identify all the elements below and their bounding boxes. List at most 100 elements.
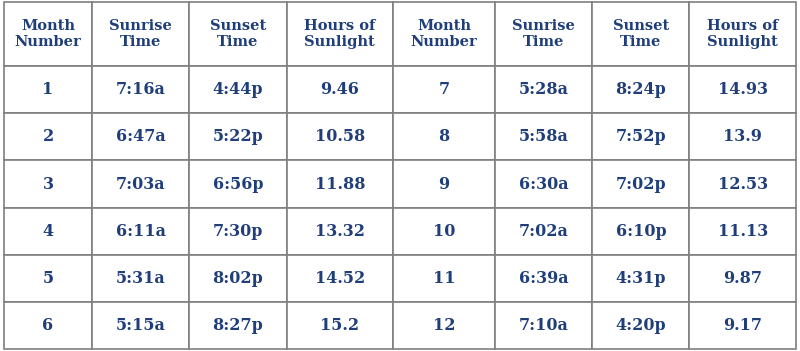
Text: 14.93: 14.93: [718, 81, 768, 98]
Bar: [592, 66, 690, 113]
Bar: [286, 302, 393, 349]
Bar: [592, 2, 690, 66]
Bar: [286, 208, 393, 255]
Bar: [4, 255, 92, 302]
Bar: [4, 66, 92, 113]
Text: 5:15a: 5:15a: [116, 317, 166, 334]
Text: 5:58a: 5:58a: [518, 128, 569, 145]
Text: 7:02p: 7:02p: [615, 176, 666, 193]
Bar: [92, 302, 190, 349]
Text: 12.53: 12.53: [718, 176, 768, 193]
Bar: [286, 255, 393, 302]
Bar: [495, 160, 592, 208]
Bar: [690, 66, 796, 113]
Bar: [92, 2, 190, 66]
Bar: [286, 113, 393, 160]
Bar: [190, 208, 286, 255]
Text: Sunrise
Time: Sunrise Time: [512, 19, 575, 49]
Bar: [690, 208, 796, 255]
Text: Hours of
Sunlight: Hours of Sunlight: [707, 19, 778, 49]
Text: 7:10a: 7:10a: [518, 317, 569, 334]
Text: 5:22p: 5:22p: [213, 128, 263, 145]
Bar: [393, 160, 495, 208]
Bar: [92, 208, 190, 255]
Text: 11.88: 11.88: [314, 176, 365, 193]
Text: Hours of
Sunlight: Hours of Sunlight: [304, 19, 375, 49]
Text: Sunset
Time: Sunset Time: [613, 19, 669, 49]
Text: 7:52p: 7:52p: [615, 128, 666, 145]
Bar: [393, 113, 495, 160]
Bar: [495, 2, 592, 66]
Text: 9.17: 9.17: [723, 317, 762, 334]
Bar: [592, 302, 690, 349]
Text: 7:03a: 7:03a: [116, 176, 166, 193]
Text: 8:24p: 8:24p: [615, 81, 666, 98]
Bar: [690, 113, 796, 160]
Text: 6:47a: 6:47a: [116, 128, 166, 145]
Text: 11.13: 11.13: [718, 223, 768, 240]
Bar: [690, 255, 796, 302]
Bar: [190, 66, 286, 113]
Text: 4:20p: 4:20p: [615, 317, 666, 334]
Text: 10.58: 10.58: [314, 128, 365, 145]
Bar: [393, 208, 495, 255]
Bar: [92, 255, 190, 302]
Text: 6: 6: [42, 317, 54, 334]
Bar: [690, 302, 796, 349]
Bar: [4, 302, 92, 349]
Bar: [286, 160, 393, 208]
Bar: [592, 255, 690, 302]
Text: 4:44p: 4:44p: [213, 81, 263, 98]
Bar: [286, 2, 393, 66]
Bar: [4, 208, 92, 255]
Bar: [393, 255, 495, 302]
Text: 9.46: 9.46: [320, 81, 359, 98]
Bar: [495, 302, 592, 349]
Text: 12: 12: [433, 317, 455, 334]
Text: 9.87: 9.87: [723, 270, 762, 287]
Text: 8: 8: [438, 128, 450, 145]
Bar: [4, 2, 92, 66]
Text: 14.52: 14.52: [314, 270, 365, 287]
Bar: [393, 2, 495, 66]
Bar: [92, 113, 190, 160]
Text: 8:02p: 8:02p: [213, 270, 263, 287]
Text: 15.2: 15.2: [320, 317, 359, 334]
Text: 4:31p: 4:31p: [615, 270, 666, 287]
Bar: [495, 113, 592, 160]
Bar: [92, 66, 190, 113]
Bar: [495, 255, 592, 302]
Text: 6:11a: 6:11a: [116, 223, 166, 240]
Bar: [690, 2, 796, 66]
Text: 2: 2: [42, 128, 54, 145]
Bar: [190, 302, 286, 349]
Text: Sunset
Time: Sunset Time: [210, 19, 266, 49]
Text: 9: 9: [438, 176, 450, 193]
Bar: [92, 160, 190, 208]
Bar: [190, 113, 286, 160]
Bar: [4, 113, 92, 160]
Text: Month
Number: Month Number: [410, 19, 478, 49]
Text: 10: 10: [433, 223, 455, 240]
Text: Month
Number: Month Number: [14, 19, 82, 49]
Bar: [495, 208, 592, 255]
Bar: [393, 66, 495, 113]
Bar: [592, 113, 690, 160]
Text: 7:16a: 7:16a: [116, 81, 166, 98]
Bar: [690, 160, 796, 208]
Bar: [190, 160, 286, 208]
Text: 7:02a: 7:02a: [518, 223, 569, 240]
Text: Sunrise
Time: Sunrise Time: [109, 19, 172, 49]
Text: 4: 4: [42, 223, 54, 240]
Bar: [393, 302, 495, 349]
Text: 6:39a: 6:39a: [518, 270, 568, 287]
Text: 5:28a: 5:28a: [518, 81, 569, 98]
Text: 8:27p: 8:27p: [213, 317, 263, 334]
Text: 6:30a: 6:30a: [518, 176, 568, 193]
Bar: [592, 160, 690, 208]
Text: 6:10p: 6:10p: [615, 223, 666, 240]
Text: 3: 3: [42, 176, 54, 193]
Bar: [190, 255, 286, 302]
Text: 7:30p: 7:30p: [213, 223, 263, 240]
Text: 5:31a: 5:31a: [116, 270, 166, 287]
